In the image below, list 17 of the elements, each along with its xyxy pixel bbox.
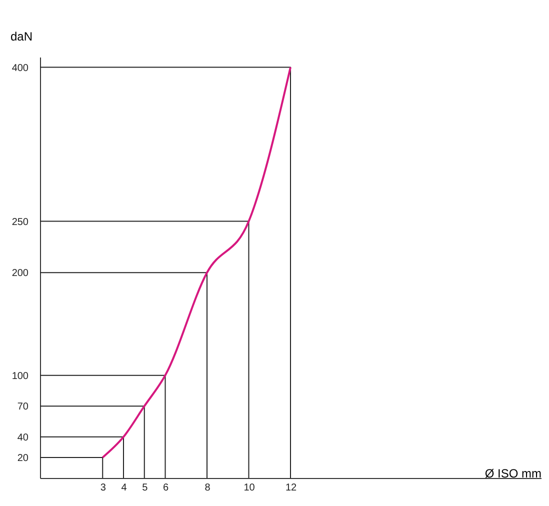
- y-axis-title: daN: [10, 30, 33, 44]
- x-tick-label: 10: [244, 482, 256, 494]
- x-tick-label: 5: [142, 482, 148, 494]
- line-series: [102, 66, 292, 458]
- y-tick-label: 400: [12, 62, 29, 74]
- x-axis-title: Ø ISO mm: [484, 466, 542, 480]
- y-tick-label: 70: [17, 402, 29, 413]
- x-tick-label: 4: [121, 482, 128, 494]
- y-tick-label: 250: [12, 216, 29, 228]
- y-tick-label: 40: [17, 432, 29, 444]
- x-tick-label: 6: [162, 482, 169, 494]
- x-tick-label: 12: [285, 482, 297, 494]
- y-tick-label: 100: [12, 370, 29, 382]
- x-tick-label: 3: [100, 482, 106, 494]
- y-tick-label: 200: [12, 268, 29, 280]
- x-tick-label: 8: [204, 482, 211, 494]
- y-tick-label: 20: [17, 452, 29, 464]
